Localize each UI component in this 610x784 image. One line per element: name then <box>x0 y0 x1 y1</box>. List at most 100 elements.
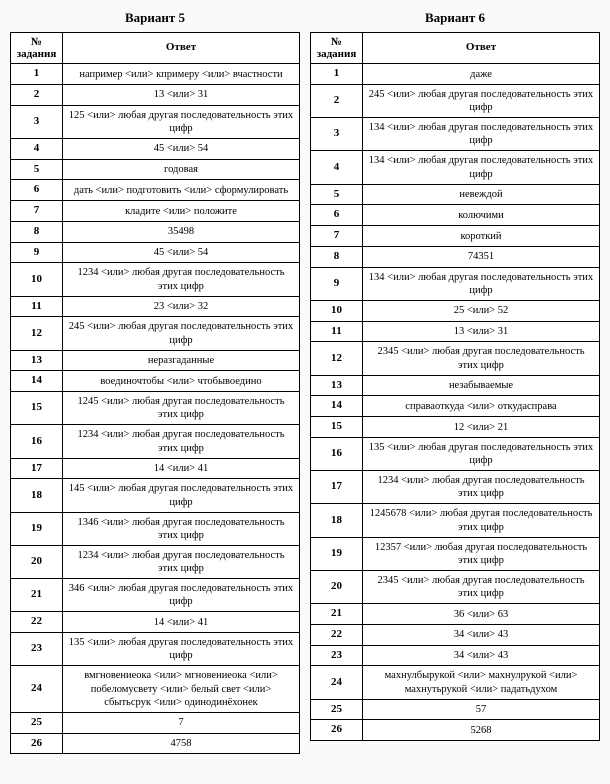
table-row: 835498 <box>11 221 300 242</box>
task-answer: 1234 <или> любая другая последовательнос… <box>63 263 300 296</box>
task-number: 6 <box>11 180 63 201</box>
task-number: 10 <box>11 263 63 296</box>
task-number: 26 <box>11 733 63 754</box>
table-row: 1например <или> кпримеру <или> вчастност… <box>11 64 300 85</box>
task-number: 5 <box>311 184 363 205</box>
task-answer: 1346 <или> любая другая последовательнос… <box>63 512 300 545</box>
table-row: 202345 <или> любая другая последовательн… <box>311 570 600 603</box>
task-answer: 245 <или> любая другая последовательност… <box>63 317 300 350</box>
task-answer: 2345 <или> любая другая последовательнос… <box>363 342 600 375</box>
task-answer: 4758 <box>63 733 300 754</box>
table-row: 945 <или> 54 <box>11 242 300 263</box>
task-answer: вмгновениеока <или> мгновениеока <или> п… <box>63 666 300 712</box>
table-row: 1даже <box>311 64 600 85</box>
task-number: 2 <box>311 84 363 117</box>
task-answer: 135 <или> любая другая последовательност… <box>63 633 300 666</box>
task-answer: 36 <или> 63 <box>363 604 600 625</box>
task-number: 2 <box>11 84 63 105</box>
task-number: 21 <box>311 604 363 625</box>
task-answer: 12 <или> 21 <box>363 417 600 438</box>
task-number: 16 <box>11 425 63 458</box>
task-answer: 74351 <box>363 246 600 267</box>
table-row: 3134 <или> любая другая последовательнос… <box>311 118 600 151</box>
task-answer: 145 <или> любая другая последовательност… <box>63 479 300 512</box>
table-row: 12245 <или> любая другая последовательно… <box>11 317 300 350</box>
table-row: 9134 <или> любая другая последовательнос… <box>311 267 600 300</box>
variant-5-title: Вариант 5 <box>10 10 300 26</box>
task-answer: невеждой <box>363 184 600 205</box>
task-number: 3 <box>11 105 63 138</box>
table-row: 151245 <или> любая другая последовательн… <box>11 392 300 425</box>
header-num-label: задания <box>15 48 58 60</box>
table-row: 2234 <или> 43 <box>311 624 600 645</box>
table-row: 2214 <или> 41 <box>11 612 300 633</box>
table-row: 21346 <или> любая другая последовательно… <box>11 579 300 612</box>
task-answer: колючими <box>363 205 600 226</box>
table-row: 2557 <box>311 699 600 720</box>
task-number: 12 <box>311 342 363 375</box>
table-row: 6колючими <box>311 205 600 226</box>
header-num-symbol: № <box>315 36 358 48</box>
task-number: 23 <box>311 645 363 666</box>
task-answer: даже <box>363 64 600 85</box>
table-row: 257 <box>11 712 300 733</box>
task-answer: кладите <или> положите <box>63 201 300 222</box>
task-number: 21 <box>11 579 63 612</box>
task-number: 18 <box>11 479 63 512</box>
table-row: 265268 <box>311 720 600 741</box>
header-num: № задания <box>311 33 363 64</box>
task-number: 4 <box>311 151 363 184</box>
task-answer: 34 <или> 43 <box>363 624 600 645</box>
task-answer: 14 <или> 41 <box>63 612 300 633</box>
table-row: 201234 <или> любая другая последовательн… <box>11 545 300 578</box>
task-number: 22 <box>11 612 63 633</box>
task-number: 19 <box>11 512 63 545</box>
task-answer: 134 <или> любая другая последовательност… <box>363 151 600 184</box>
header-num-symbol: № <box>15 36 58 48</box>
table-row: 16135 <или> любая другая последовательно… <box>311 437 600 470</box>
table-row: 1714 <или> 41 <box>11 458 300 479</box>
task-number: 24 <box>311 666 363 699</box>
task-answer: незабываемые <box>363 375 600 396</box>
table-row: 181245678 <или> любая другая последовате… <box>311 504 600 537</box>
table-row: 24махнулбырукой <или> махнулрукой <или> … <box>311 666 600 699</box>
task-answer: 12357 <или> любая другая последовательно… <box>363 537 600 570</box>
variant-5-body: 1например <или> кпримеру <или> вчастност… <box>11 64 300 754</box>
task-number: 20 <box>11 545 63 578</box>
header-answer: Ответ <box>63 33 300 64</box>
task-number: 14 <box>311 396 363 417</box>
table-row: 122345 <или> любая другая последовательн… <box>311 342 600 375</box>
task-number: 9 <box>11 242 63 263</box>
table-row: 5невеждой <box>311 184 600 205</box>
task-answer: 7 <box>63 712 300 733</box>
table-row: 18145 <или> любая другая последовательно… <box>11 479 300 512</box>
table-row: 1912357 <или> любая другая последователь… <box>311 537 600 570</box>
task-number: 15 <box>311 417 363 438</box>
table-row: 2245 <или> любая другая последовательнос… <box>311 84 600 117</box>
table-row: 13неразгаданные <box>11 350 300 371</box>
table-row: 1025 <или> 52 <box>311 300 600 321</box>
task-answer: 135 <или> любая другая последовательност… <box>363 437 600 470</box>
table-row: 2136 <или> 63 <box>311 604 600 625</box>
task-answer: 1234 <или> любая другая последовательнос… <box>363 471 600 504</box>
task-answer: 2345 <или> любая другая последовательнос… <box>363 570 600 603</box>
task-answer: 134 <или> любая другая последовательност… <box>363 118 600 151</box>
variant-5: Вариант 5 № задания Ответ 1например <или… <box>10 10 300 754</box>
task-answer: 57 <box>363 699 600 720</box>
task-number: 26 <box>311 720 363 741</box>
task-number: 8 <box>11 221 63 242</box>
task-answer: махнулбырукой <или> махнулрукой <или> ма… <box>363 666 600 699</box>
task-number: 15 <box>11 392 63 425</box>
task-number: 24 <box>11 666 63 712</box>
task-answer: 134 <или> любая другая последовательност… <box>363 267 600 300</box>
task-number: 25 <box>311 699 363 720</box>
task-answer: 14 <или> 41 <box>63 458 300 479</box>
task-answer: 5268 <box>363 720 600 741</box>
task-number: 19 <box>311 537 363 570</box>
table-row: 23135 <или> любая другая последовательно… <box>11 633 300 666</box>
task-number: 16 <box>311 437 363 470</box>
table-row: 3125 <или> любая другая последовательнос… <box>11 105 300 138</box>
table-row: 445 <или> 54 <box>11 138 300 159</box>
task-answer: 45 <или> 54 <box>63 242 300 263</box>
table-row: 171234 <или> любая другая последовательн… <box>311 471 600 504</box>
